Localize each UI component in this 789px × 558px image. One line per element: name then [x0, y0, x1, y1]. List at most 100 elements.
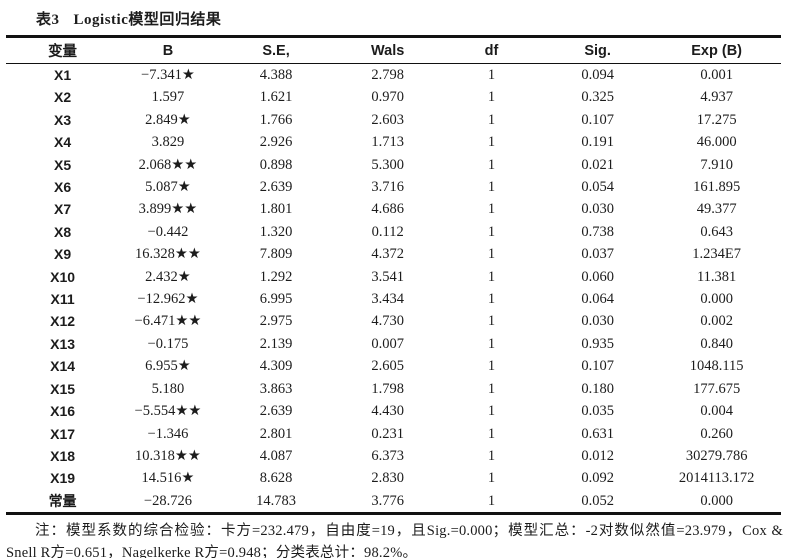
cell: 14.516★: [141, 470, 195, 487]
cell: 1.766: [259, 111, 293, 128]
cell: 2014113.172: [678, 470, 755, 487]
cell: 1: [487, 89, 496, 106]
table-row: X17 −1.346 2.801 0.231 1 0.631 0.260: [6, 423, 781, 445]
row-label: X13: [50, 335, 76, 352]
cell: 0.035: [581, 403, 614, 420]
row-label: X17: [50, 425, 76, 442]
cell: −1.346: [147, 425, 189, 442]
table-row: X9 16.328★★ 7.809 4.372 1 0.037 1.234E7: [6, 243, 781, 265]
cell: 0.012: [581, 447, 614, 464]
cell: 0.092: [581, 470, 614, 487]
cell: 1: [487, 134, 496, 151]
cell: 4.730: [371, 313, 404, 330]
cell: 0.001: [700, 67, 733, 83]
cell: 5.300: [371, 156, 404, 173]
cell: 2.801: [259, 425, 293, 442]
cell: 4.686: [371, 201, 404, 218]
cell: 1: [487, 358, 496, 375]
cell: 3.541: [371, 268, 404, 285]
cell: 10.318★★: [135, 447, 201, 464]
row-label: X1: [54, 67, 72, 83]
row-label: X7: [54, 201, 72, 218]
cell: 1048.115: [689, 358, 744, 375]
table-title-text: Logistic模型回归结果: [73, 12, 222, 28]
cell: 0.898: [259, 156, 293, 173]
cell: 2.849★: [145, 111, 191, 128]
cell: 1.713: [371, 134, 404, 151]
table-row: X2 1.597 1.621 0.970 1 0.325 4.937: [6, 86, 781, 108]
table-row: X14 6.955★ 4.309 2.605 1 0.107 1048.115: [6, 355, 781, 377]
cell: 2.639: [259, 403, 293, 420]
cell: 1: [487, 492, 496, 509]
cell: 7.910: [700, 156, 733, 173]
cell: 0.231: [371, 425, 404, 442]
row-label: X19: [50, 470, 76, 487]
cell: 3.716: [371, 179, 404, 196]
table-row: X1 −7.341★ 4.388 2.798 1 0.094 0.001: [6, 64, 781, 87]
cell: 2.603: [371, 111, 404, 128]
column-header-6: Exp (B): [652, 36, 781, 64]
cell: 3.863: [259, 380, 293, 397]
cell: 0.112: [371, 223, 404, 240]
table-row: X18 10.318★★ 4.087 6.373 1 0.012 30279.786: [6, 445, 781, 467]
cell: 1: [487, 313, 496, 330]
cell: 0.054: [581, 179, 614, 196]
row-label: X8: [54, 223, 72, 240]
cell: 0.030: [581, 313, 614, 330]
row-label: X4: [54, 134, 72, 151]
row-label: X6: [54, 179, 72, 196]
row-label: X16: [50, 403, 76, 420]
cell: 0.325: [581, 89, 614, 106]
column-header-2: S.E,: [216, 36, 336, 64]
row-label: X10: [50, 268, 76, 285]
table-number: 表3: [36, 12, 60, 28]
cell: 6.373: [371, 447, 404, 464]
cell: −12.962★: [137, 291, 199, 308]
cell: 161.895: [693, 179, 741, 196]
table-body: X1 −7.341★ 4.388 2.798 1 0.094 0.001 X2 1.597 1.6…: [6, 64, 781, 514]
row-label: X5: [54, 156, 72, 173]
cell: 1: [487, 111, 496, 128]
column-header-4: df: [439, 36, 544, 64]
cell: 1: [487, 403, 496, 420]
cell: 30279.786: [685, 447, 748, 464]
cell: 0.052: [581, 492, 614, 509]
cell: 2.975: [259, 313, 293, 330]
table-header: 变量 B S.E, Wals df Sig. Exp (B): [6, 36, 781, 64]
cell: 0.021: [581, 156, 614, 173]
cell: 1: [487, 223, 496, 240]
cell: 11.381: [696, 268, 737, 285]
row-label: X2: [54, 89, 72, 106]
cell: 2.639: [259, 179, 293, 196]
cell: 0.840: [700, 335, 733, 352]
table-row: X3 2.849★ 1.766 2.603 1 0.107 17.275: [6, 109, 781, 131]
cell: 0.107: [581, 111, 614, 128]
cell: −0.442: [147, 223, 189, 240]
cell: 1.801: [259, 201, 293, 218]
cell: 2.605: [371, 358, 404, 375]
cell: 0.260: [700, 425, 733, 442]
column-header-1: B: [119, 36, 217, 64]
cell: 1: [487, 156, 496, 173]
cell: 46.000: [696, 134, 737, 151]
cell: 1: [487, 447, 496, 464]
table-row: X10 2.432★ 1.292 3.541 1 0.060 11.381: [6, 266, 781, 288]
cell: 2.830: [371, 470, 404, 487]
cell: 4.388: [259, 67, 293, 83]
cell: 1.597: [151, 89, 185, 106]
cell: 1: [487, 425, 496, 442]
cell: 7.809: [259, 246, 293, 263]
cell: 3.434: [371, 291, 404, 308]
cell: 0.007: [371, 335, 404, 352]
header-row: 变量 B S.E, Wals df Sig. Exp (B): [6, 36, 781, 64]
cell: 2.926: [259, 134, 293, 151]
cell: 177.675: [693, 380, 741, 397]
cell: 2.068★★: [138, 156, 198, 173]
table-footnote: 注：模型系数的综合检验：卡方=232.479，自由度=19，且Sig.=0.00…: [6, 523, 783, 558]
cell: 0.935: [581, 335, 614, 352]
row-label: X18: [50, 447, 76, 464]
cell: 0.064: [581, 291, 614, 308]
cell: 6.995: [259, 291, 293, 308]
cell: 3.776: [371, 492, 404, 509]
